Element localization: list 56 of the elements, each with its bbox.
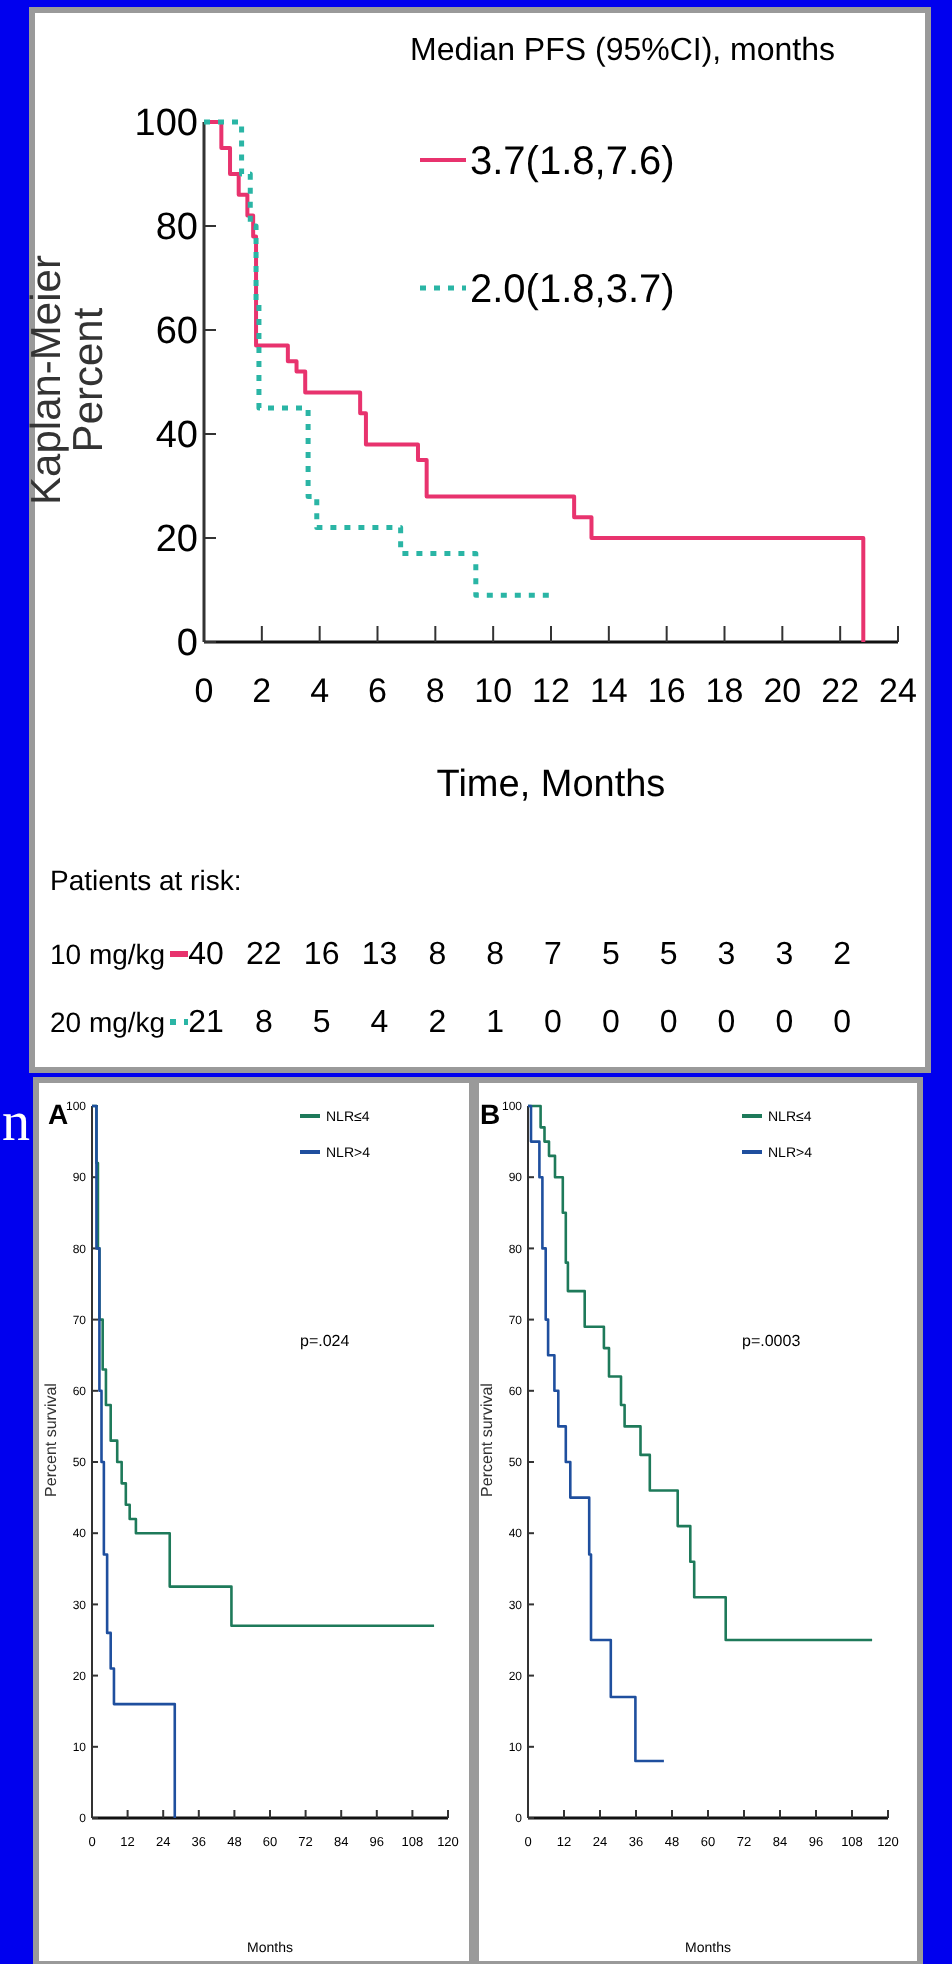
text: 1 bbox=[486, 1006, 505, 1040]
x-tick-label: 24 bbox=[879, 672, 917, 710]
text: 8 bbox=[254, 1006, 273, 1040]
x-axis-title: Time, Months bbox=[436, 764, 666, 806]
legend-label: 3.7(1.8,7.6) bbox=[470, 140, 675, 184]
text: 5 bbox=[659, 938, 678, 972]
text: 16 bbox=[303, 938, 340, 972]
text: 8 bbox=[428, 938, 447, 972]
text: 5 bbox=[312, 1006, 331, 1040]
x-tick-label: 8 bbox=[425, 672, 445, 710]
text: 13 bbox=[361, 938, 398, 972]
text: 20 mg/kg bbox=[50, 1006, 166, 1038]
text: 0 bbox=[544, 1006, 563, 1040]
x-tick-label: 2 bbox=[252, 672, 272, 710]
x-tick-label: 4 bbox=[310, 672, 330, 710]
text: 3 bbox=[717, 938, 736, 972]
x-tick-label: 12 bbox=[532, 672, 570, 710]
chart-title: B bbox=[480, 1098, 501, 1130]
x-tick-label: 22 bbox=[821, 672, 860, 710]
text: 2 bbox=[833, 938, 852, 972]
text: Patients at risk: bbox=[50, 864, 242, 896]
x-tick-label: 20 bbox=[763, 672, 802, 710]
text: 0 bbox=[775, 1006, 794, 1040]
text: 5 bbox=[601, 938, 620, 972]
chart-title: A bbox=[48, 1098, 69, 1130]
x-tick-label: 14 bbox=[589, 672, 628, 710]
text: 21 bbox=[188, 1006, 224, 1040]
y-axis-title: Kaplan-Meier Percent bbox=[24, 255, 112, 505]
y-tick-label: 0 bbox=[176, 623, 198, 666]
text: n bbox=[2, 1092, 30, 1154]
text: 22 bbox=[246, 938, 282, 972]
text: 0 bbox=[601, 1006, 620, 1040]
text: 2 bbox=[428, 1006, 447, 1040]
text: 3 bbox=[775, 938, 794, 972]
annotation: p=.024 bbox=[300, 1332, 351, 1350]
annotation: p=.0003 bbox=[742, 1332, 802, 1350]
legend-title: Median PFS (95%CI), months bbox=[410, 34, 836, 68]
y-tick-label: 20 bbox=[155, 519, 198, 562]
text: 0 bbox=[659, 1006, 678, 1040]
y-tick-label: 60 bbox=[155, 311, 198, 354]
x-tick-label: 16 bbox=[647, 672, 686, 710]
y-axis-title: Percent survival bbox=[42, 1382, 60, 1497]
text: 40 bbox=[188, 938, 224, 972]
text: 7 bbox=[544, 938, 563, 972]
y-tick-label: 100 bbox=[134, 103, 198, 146]
y-tick-label: 80 bbox=[155, 207, 198, 250]
text: 0 bbox=[717, 1006, 736, 1040]
legend-label: 2.0(1.8,3.7) bbox=[470, 268, 675, 312]
x-tick-label: 6 bbox=[368, 672, 387, 710]
y-tick-label: 40 bbox=[155, 415, 198, 458]
y-axis-title: Percent survival bbox=[478, 1382, 496, 1497]
text: 4 bbox=[370, 1006, 389, 1040]
x-tick-label: 18 bbox=[705, 672, 744, 710]
text: 8 bbox=[486, 938, 505, 972]
text: 10 mg/kg bbox=[50, 938, 166, 970]
text: 0 bbox=[833, 1006, 852, 1040]
